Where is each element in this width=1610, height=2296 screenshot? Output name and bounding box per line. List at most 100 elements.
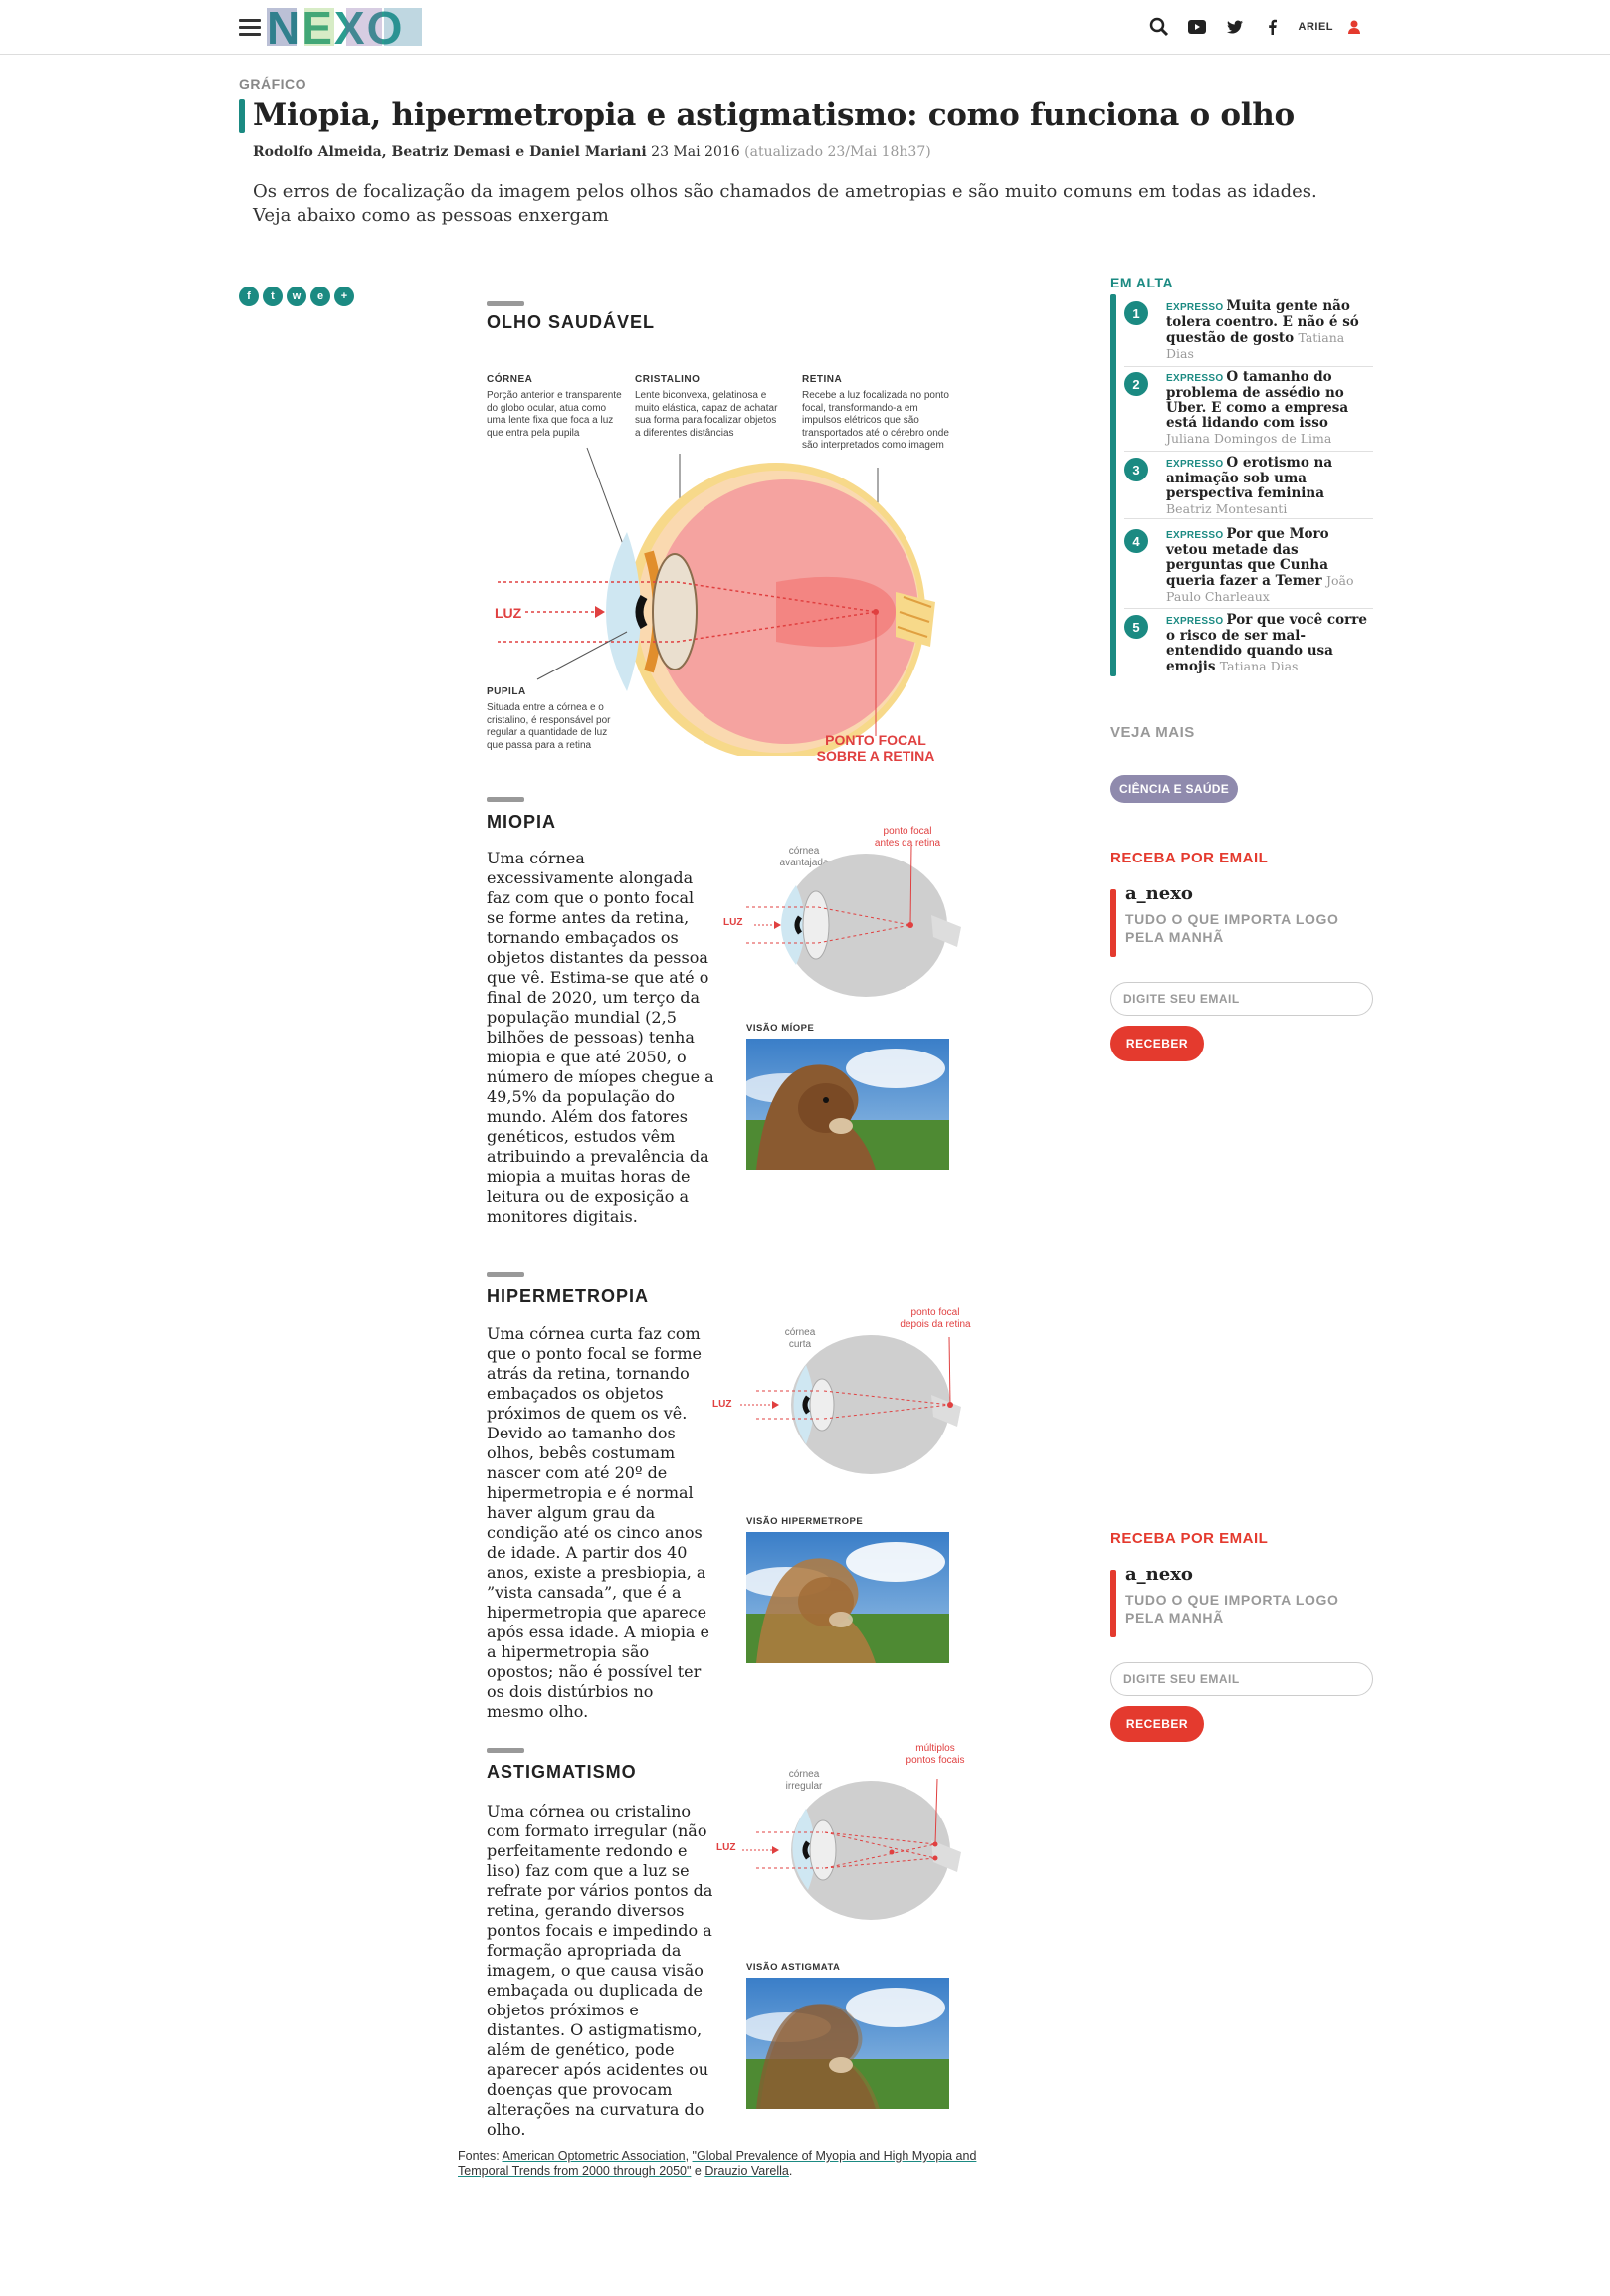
source-link-study[interactable]: "Global Prevalence of Myopia and High My… <box>458 2149 977 2178</box>
search-icon[interactable] <box>1147 15 1171 39</box>
astigmatism-focal-label: múltiplos pontos focais <box>906 1743 965 1766</box>
trending-title[interactable]: O tamanho do problema de assédio no Uber… <box>1166 369 1349 431</box>
section-title-healthy: OLHO SAUDÁVEL <box>487 312 656 332</box>
menu-icon[interactable] <box>239 19 261 37</box>
newsletter-accent-bar <box>1110 889 1116 957</box>
pupil-label: PUPILA <box>487 686 526 697</box>
trending-kicker: EXPRESSO <box>1166 616 1224 627</box>
lens-label: CRISTALINO <box>635 374 701 385</box>
newsletter-accent-bar <box>1110 1570 1116 1637</box>
section-title-astigmatism: ASTIGMATISMO <box>487 1762 637 1782</box>
email-input[interactable] <box>1110 1662 1373 1696</box>
section-title-myopia: MIOPIA <box>487 812 557 832</box>
section-dash <box>487 1748 524 1753</box>
trending-author: Juliana Domingos de Lima <box>1166 431 1332 446</box>
trending-title[interactable]: O erotismo na animação sob uma perspecti… <box>1166 455 1333 501</box>
trending-kicker: EXPRESSO <box>1166 302 1224 313</box>
user-icon[interactable] <box>1347 15 1361 39</box>
top-bar: NEXO ARIEL <box>0 0 1610 55</box>
subscribe-button[interactable]: RECEBER <box>1110 1706 1204 1742</box>
newsletter-heading: RECEBA POR EMAIL <box>1110 1530 1269 1547</box>
section-dash <box>487 301 524 306</box>
trending-rail <box>1110 294 1116 676</box>
hyperopia-vision-label: VISÃO HIPERMETROPE <box>746 1516 864 1527</box>
user-label[interactable]: ARIEL <box>1298 21 1333 33</box>
retina-text: Recebe a luz focalizada no ponto focal, … <box>802 390 949 451</box>
newsletter-brand: a_nexo <box>1125 883 1193 904</box>
trending-item[interactable]: 5 EXPRESSO Por que você corre o risco de … <box>1124 613 1373 678</box>
twitter-icon[interactable] <box>1223 15 1247 39</box>
myopia-light-label: LUZ <box>723 917 743 928</box>
hyperopia-vision-photo <box>746 1532 949 1663</box>
section-title-hyperopia: HIPERMETROPIA <box>487 1286 650 1306</box>
trending-rank: 4 <box>1124 529 1148 553</box>
astigmatism-light-label: LUZ <box>716 1842 736 1853</box>
pupil-text: Situada entre a córnea e o cristalino, é… <box>487 702 611 751</box>
light-label: LUZ <box>495 605 522 621</box>
email-input[interactable] <box>1110 982 1373 1016</box>
trending-rank: 5 <box>1124 615 1148 639</box>
newsletter-description: TUDO O QUE IMPORTA LOGO PELA MANHÃ <box>1125 1592 1339 1626</box>
astigmatism-vision-photo <box>746 1978 949 2109</box>
hyperopia-focal-label: ponto focal depois da retina <box>900 1307 971 1330</box>
myopia-text: Uma córnea excessivamente alongada faz c… <box>487 849 714 1226</box>
astigmatism-eye-diagram <box>742 1778 961 1920</box>
share-whatsapp-icon[interactable]: w <box>287 287 306 306</box>
category-label[interactable]: GRÁFICO <box>239 76 307 92</box>
see-more-heading: VEJA MAIS <box>1110 724 1195 741</box>
source-link-drauzio[interactable]: Drauzio Varella <box>704 2164 789 2178</box>
share-buttons: f t w e + <box>239 287 354 306</box>
trending-kicker: EXPRESSO <box>1166 530 1224 541</box>
hyperopia-eye-diagram <box>740 1335 961 1474</box>
article-lede: Os erros de focalização da imagem pelos … <box>253 181 1317 226</box>
astigmatism-text: Uma córnea ou cristalino com formato irr… <box>487 1802 713 2139</box>
myopia-vision-photo <box>746 1039 949 1170</box>
trending-item[interactable]: 4 EXPRESSO Por que Moro vetou metade das … <box>1124 527 1373 609</box>
trending-rank: 2 <box>1124 372 1148 396</box>
trending-kicker: EXPRESSO <box>1166 459 1224 470</box>
section-dash <box>487 1272 524 1277</box>
myopia-vision-label: VISÃO MÍOPE <box>746 1023 815 1034</box>
trending-author: Tatiana Dias <box>1166 330 1345 361</box>
byline: Rodolfo Almeida, Beatriz Demasi e Daniel… <box>253 144 931 160</box>
hyperopia-cornea-label: córnea curta <box>784 1327 816 1350</box>
trending-rank: 3 <box>1124 458 1148 481</box>
trending-title[interactable]: Por que você corre o risco de ser mal-en… <box>1166 612 1367 674</box>
cornea-label: CÓRNEA <box>487 374 533 385</box>
facebook-icon[interactable] <box>1261 15 1285 39</box>
share-email-icon[interactable]: e <box>310 287 330 306</box>
trending-title[interactable]: Muita gente não tolera coentro. E não é … <box>1166 298 1359 346</box>
trending-item[interactable]: 1 EXPRESSO Muita gente não tolera coentro… <box>1124 299 1373 367</box>
newsletter-brand: a_nexo <box>1125 1564 1193 1585</box>
tag-science-health[interactable]: CIÊNCIA E SAÚDE <box>1110 775 1239 803</box>
share-facebook-icon[interactable]: f <box>239 287 259 306</box>
trending-item[interactable]: 3 EXPRESSO O erotismo na animação sob uma… <box>1124 456 1373 519</box>
retina-label: RETINA <box>802 374 843 385</box>
trending-title[interactable]: Por que Moro vetou metade das perguntas … <box>1166 526 1329 589</box>
youtube-icon[interactable] <box>1185 15 1209 39</box>
trending-heading: EM ALTA <box>1110 275 1174 290</box>
trending-kicker: EXPRESSO <box>1166 373 1224 384</box>
title-accent-bar <box>239 99 245 133</box>
astigmatism-vision-label: VISÃO ASTIGMATA <box>746 1962 841 1973</box>
nexo-logo[interactable]: NEXO <box>267 4 426 50</box>
trending-author: Tatiana Dias <box>1219 659 1299 673</box>
newsletter-description: TUDO O QUE IMPORTA LOGO PELA MANHÃ <box>1125 911 1339 945</box>
focal-point-label: PONTO FOCAL SOBRE A RETINA <box>816 732 935 764</box>
publish-date: 23 Mai 2016 <box>651 144 740 160</box>
newsletter-heading: RECEBA POR EMAIL <box>1110 850 1269 866</box>
sources: Fontes: American Optometric Association,… <box>458 2149 977 2178</box>
hyperopia-text: Uma córnea curta faz com que o ponto foc… <box>487 1324 710 1721</box>
hyperopia-light-label: LUZ <box>712 1399 732 1410</box>
source-link-aoa[interactable]: American Optometric Association <box>502 2149 686 2163</box>
trending-item[interactable]: 2 EXPRESSO O tamanho do problema de asséd… <box>1124 370 1373 452</box>
page-title: Miopia, hipermetropia e astigmatismo: co… <box>253 97 1295 133</box>
svg-text:NEXO: NEXO <box>267 4 404 50</box>
subscribe-button[interactable]: RECEBER <box>1110 1026 1204 1061</box>
share-twitter-icon[interactable]: t <box>263 287 283 306</box>
updated-date: (atualizado 23/Mai 18h37) <box>744 144 931 160</box>
myopia-focal-label: ponto focal antes da retina <box>874 826 941 849</box>
cornea-text: Porção anterior e transparente do globo … <box>487 390 622 439</box>
trending-author: Beatriz Montesanti <box>1166 501 1288 516</box>
share-more-icon[interactable]: + <box>334 287 354 306</box>
